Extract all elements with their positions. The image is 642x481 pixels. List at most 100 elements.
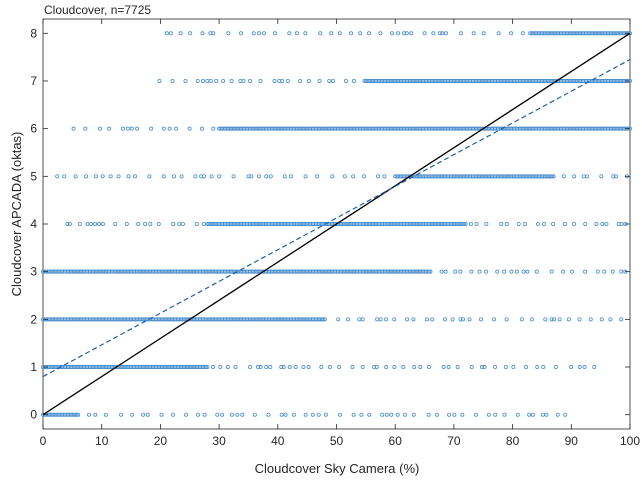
data-point xyxy=(264,365,269,370)
data-point xyxy=(570,269,575,274)
data-point xyxy=(426,365,431,370)
data-point xyxy=(569,365,574,370)
data-point xyxy=(412,365,417,370)
data-point xyxy=(246,174,251,179)
data-point xyxy=(460,317,465,322)
y-axis-label: Cloudcover APCADA (oktas) xyxy=(9,132,24,297)
data-point xyxy=(272,31,277,36)
data-point xyxy=(401,365,406,370)
data-point xyxy=(604,221,609,226)
data-point xyxy=(594,221,599,226)
data-point xyxy=(130,412,135,417)
data-point xyxy=(337,31,342,36)
x-tick-label: 30 xyxy=(212,434,226,448)
data-point xyxy=(157,78,162,83)
data-point xyxy=(481,31,486,36)
data-point xyxy=(619,269,624,274)
data-point xyxy=(595,269,600,274)
data-point xyxy=(167,126,172,131)
data-point xyxy=(571,221,576,226)
data-point xyxy=(551,174,556,179)
data-point xyxy=(141,412,146,417)
data-point xyxy=(343,78,348,83)
data-point xyxy=(541,365,546,370)
data-point xyxy=(389,412,394,417)
data-point xyxy=(482,365,487,370)
data-point xyxy=(550,174,555,179)
data-point xyxy=(200,31,205,36)
data-point xyxy=(555,412,560,417)
data-point xyxy=(602,269,607,274)
data-point xyxy=(272,78,277,83)
data-point xyxy=(183,78,188,83)
data-point xyxy=(577,365,582,370)
data-point xyxy=(161,126,166,131)
data-point xyxy=(495,269,500,274)
x-tick-label: 10 xyxy=(95,434,109,448)
data-point xyxy=(298,78,303,83)
data-point xyxy=(522,221,527,226)
data-point xyxy=(616,221,621,226)
data-point xyxy=(467,317,472,322)
data-point xyxy=(233,365,238,370)
data-point xyxy=(125,126,130,131)
data-point xyxy=(374,365,379,370)
data-point xyxy=(484,221,489,226)
data-point xyxy=(100,174,105,179)
data-point xyxy=(496,31,501,36)
data-point xyxy=(172,174,177,179)
y-tick-label: 5 xyxy=(30,169,37,183)
data-point xyxy=(439,269,444,274)
data-point xyxy=(460,412,465,417)
points-layer xyxy=(41,31,633,417)
identity-line xyxy=(42,32,631,416)
x-tick-label: 80 xyxy=(506,434,520,448)
x-tick-label: 20 xyxy=(154,434,168,448)
data-point xyxy=(600,221,605,226)
data-point xyxy=(174,126,179,131)
data-point xyxy=(486,412,491,417)
data-point xyxy=(544,412,549,417)
data-point xyxy=(108,174,113,179)
data-point xyxy=(479,365,484,370)
data-point xyxy=(511,365,516,370)
data-point xyxy=(194,221,199,226)
data-point xyxy=(529,317,534,322)
data-point xyxy=(261,31,266,36)
data-point xyxy=(360,317,365,322)
data-point xyxy=(283,412,288,417)
data-point xyxy=(378,317,383,322)
data-point xyxy=(55,174,60,179)
data-point xyxy=(241,78,246,83)
x-tick-label: 50 xyxy=(330,434,344,448)
data-point xyxy=(268,365,273,370)
data-point xyxy=(440,31,445,36)
data-point xyxy=(411,317,416,322)
data-point xyxy=(159,412,164,417)
data-point xyxy=(89,221,94,226)
data-point xyxy=(220,412,225,417)
data-point xyxy=(93,412,98,417)
data-point xyxy=(319,365,324,370)
x-tick-label: 0 xyxy=(40,434,47,448)
data-point xyxy=(78,221,83,226)
data-point xyxy=(73,174,78,179)
data-point xyxy=(282,174,287,179)
data-point xyxy=(331,78,336,83)
data-point xyxy=(447,412,452,417)
x-tick-label: 90 xyxy=(565,434,579,448)
data-point xyxy=(405,317,410,322)
data-point xyxy=(306,78,311,83)
data-point xyxy=(168,31,173,36)
data-point xyxy=(203,365,208,370)
data-point xyxy=(76,412,81,417)
data-point xyxy=(473,412,478,417)
data-point xyxy=(515,412,520,417)
data-point xyxy=(179,174,184,179)
x-tick-label: 60 xyxy=(389,434,403,448)
data-point xyxy=(195,412,200,417)
data-point xyxy=(535,221,540,226)
data-point xyxy=(441,365,446,370)
data-point xyxy=(608,317,613,322)
